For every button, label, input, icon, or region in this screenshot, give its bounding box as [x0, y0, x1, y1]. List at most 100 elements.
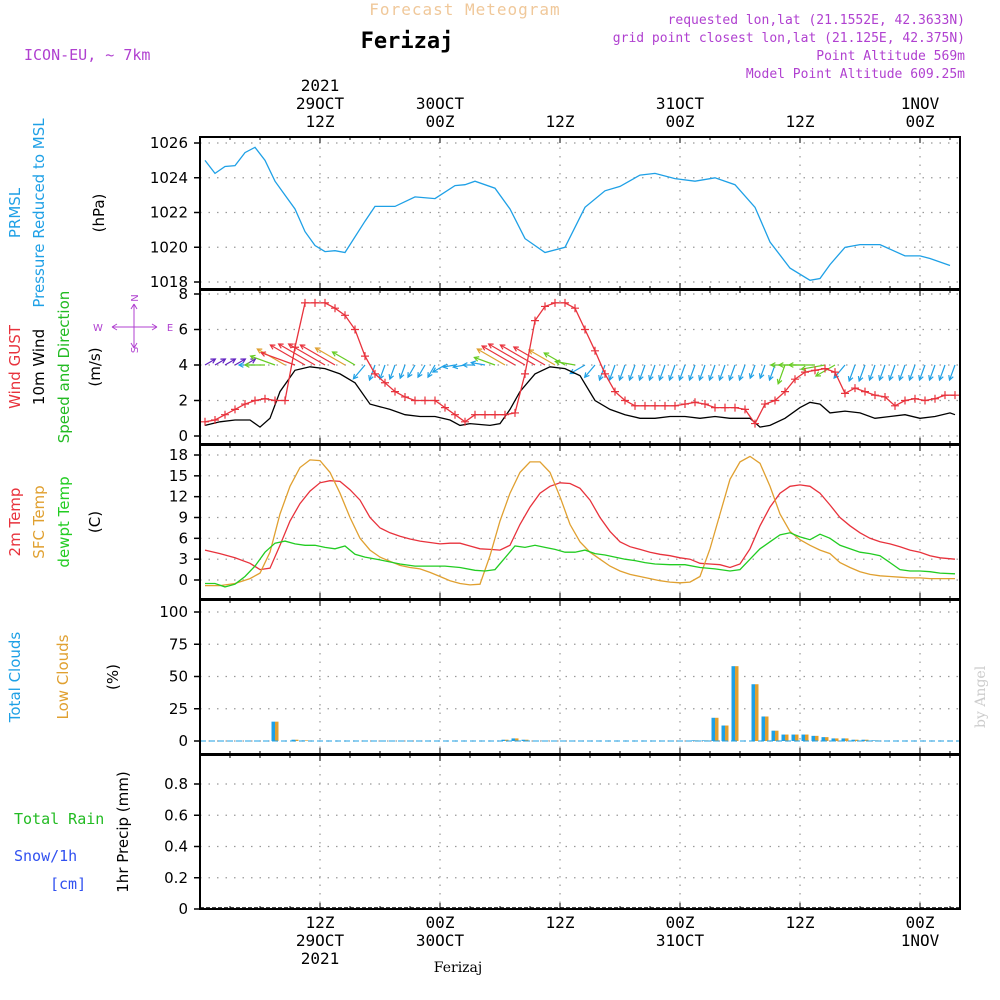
- y-tick-label: 0: [178, 571, 188, 589]
- wind-arrow: [487, 343, 526, 366]
- gust-marker: [631, 401, 639, 410]
- low-cloud-bar: [715, 717, 719, 741]
- wind-arrow: [352, 364, 366, 380]
- wind-arrow-shaft: [214, 358, 226, 366]
- wind-arrow-shaft: [738, 364, 746, 381]
- low-cloud-bar: [795, 734, 799, 741]
- time-label-bottom: 00Z: [666, 913, 695, 932]
- wind-arrow-head: [431, 367, 438, 373]
- wind-arrow-head: [569, 368, 576, 375]
- y-tick-label: 15: [169, 467, 188, 485]
- wind-arrow: [708, 364, 716, 382]
- gust-marker: [511, 408, 519, 417]
- gust-marker: [371, 369, 379, 378]
- wind-arrow-shaft: [315, 347, 346, 366]
- total-cloud-bar: [761, 716, 765, 741]
- y-tick-label: 4: [178, 356, 188, 374]
- wind-arrow: [787, 362, 815, 368]
- time-label-top: 00Z: [666, 112, 695, 131]
- panel-label: dewpt Temp: [55, 476, 73, 567]
- wind-arrow: [768, 364, 776, 382]
- gust-marker: [641, 401, 649, 410]
- gust-marker: [261, 394, 269, 403]
- total-cloud-bar: [721, 725, 725, 741]
- time-label-bottom: 29OCT: [296, 931, 345, 950]
- wind-arrow: [441, 363, 456, 370]
- wind-arrow: [857, 364, 866, 383]
- low-cloud-bar: [835, 738, 839, 741]
- wind-arrow-head: [898, 375, 904, 382]
- wind-arrow: [378, 364, 386, 381]
- total-cloud-bar: [811, 735, 815, 741]
- low-cloud-bar: [755, 684, 759, 741]
- wind-arrow-head: [269, 344, 276, 350]
- wind-arrow-head: [878, 375, 884, 382]
- total-cloud-bar: [781, 734, 785, 741]
- wind-arrow-head: [368, 375, 374, 382]
- gust-marker: [861, 387, 869, 396]
- y-tick-label: 1024: [150, 169, 188, 187]
- gridpoint-coords: grid point closest lon,lat (21.125E, 42.…: [613, 31, 965, 46]
- wind-arrow: [868, 364, 876, 382]
- total-cloud-bar: [791, 734, 795, 741]
- wind-arrow: [314, 347, 346, 366]
- wind-arrow-head: [427, 372, 433, 379]
- wind-arrow-shaft: [918, 364, 926, 381]
- time-label-bottom: 12Z: [786, 913, 815, 932]
- panel-label: Pressure Reduced to MSL: [30, 118, 48, 308]
- low-cloud-bar: [845, 738, 849, 741]
- legend-total-rain: Total Rain: [14, 810, 104, 828]
- wind-arrow-head: [908, 375, 914, 382]
- gust-marker: [661, 401, 669, 410]
- wind-arrow-shaft: [728, 364, 736, 381]
- y-tick-label: 100: [159, 603, 188, 621]
- wind-arrow: [407, 364, 416, 379]
- wind-arrow-shaft: [256, 348, 286, 366]
- wind-arrow: [256, 348, 286, 366]
- wind-arrow-head: [543, 352, 550, 358]
- wind-arrow-head: [451, 363, 459, 370]
- wind-arrow-head: [748, 373, 755, 380]
- wind-arrow-head: [776, 378, 783, 385]
- wind-arrow: [948, 364, 956, 382]
- wind-arrow-head: [688, 375, 694, 382]
- total-cloud-bar: [511, 738, 515, 741]
- y-tick-label: 8: [178, 285, 188, 303]
- low-cloud-bar: [305, 740, 309, 741]
- wind-arrow-shaft: [898, 364, 906, 381]
- compass-south: S: [130, 347, 141, 353]
- wind-arrow-shaft: [777, 364, 786, 384]
- panel-label: Wind GUST: [6, 324, 24, 409]
- wind-arrow-shaft: [858, 364, 866, 382]
- panel-label: 10m Wind: [30, 329, 48, 405]
- y-tick-label: 0.8: [164, 775, 188, 793]
- time-label-bottom: 31OCT: [656, 931, 705, 950]
- point-altitude: Point Altitude 569m: [816, 49, 965, 64]
- wind-arrow-head: [287, 343, 294, 349]
- y-tick-label: 75: [169, 635, 188, 653]
- total-cloud-bar: [841, 738, 845, 741]
- time-label-top: 12Z: [786, 112, 815, 131]
- wind-arrow-head: [259, 351, 267, 357]
- footer-location: Ferizaj: [434, 960, 482, 976]
- wind-arrow-head: [237, 362, 244, 368]
- y-tick-label: 0.6: [164, 806, 188, 824]
- gust-marker: [811, 366, 819, 375]
- total-cloud-bar: [871, 740, 875, 741]
- gust-marker: [921, 396, 929, 405]
- wind-arrow-head: [658, 375, 664, 382]
- total-cloud-bar: [771, 730, 775, 741]
- total-cloud-bar: [291, 739, 295, 741]
- gust-marker: [821, 364, 829, 373]
- app-title: Forecast Meteogram: [369, 0, 560, 19]
- gust-marker: [471, 410, 479, 419]
- wind-arrow-shaft: [427, 364, 436, 378]
- low-cloud-bar: [765, 716, 769, 741]
- wind-arrow: [473, 356, 496, 366]
- wind-arrow-head: [738, 375, 744, 382]
- gust-marker: [611, 387, 619, 396]
- wind-arrow-head: [256, 348, 263, 354]
- compass-arrows: [111, 303, 158, 349]
- wind-arrow-head: [314, 347, 321, 353]
- gust-marker: [881, 392, 889, 401]
